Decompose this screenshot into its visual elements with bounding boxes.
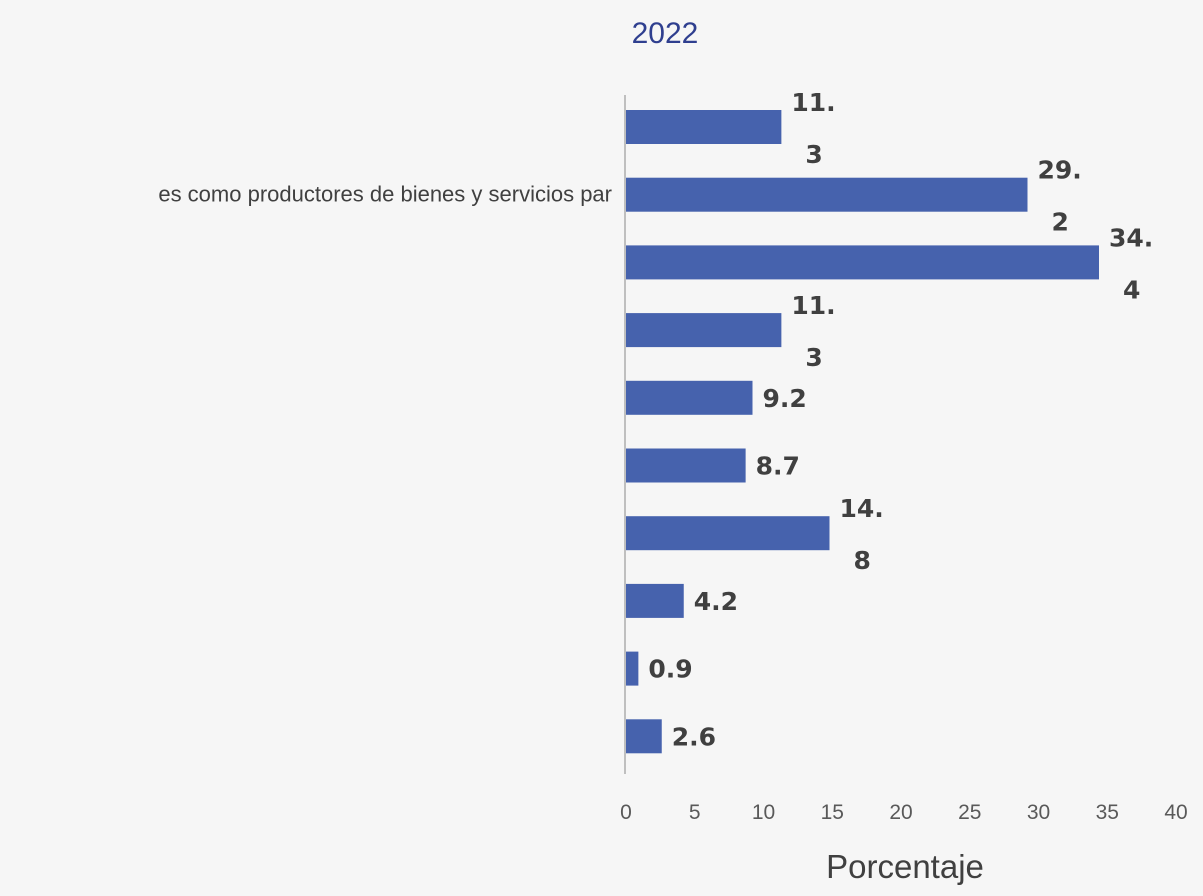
bars-group	[626, 110, 1099, 754]
x-tick-label: 20	[889, 801, 912, 824]
data-label: 34. 4	[1109, 223, 1153, 304]
data-label: 11. 3	[791, 291, 835, 372]
data-label: 29. 2	[1038, 156, 1082, 237]
category-label: es como productores de bienes y servicio…	[158, 182, 612, 207]
x-tick-label: 25	[958, 801, 981, 824]
bar	[626, 177, 1028, 212]
bar	[626, 516, 830, 551]
bar	[626, 583, 684, 618]
bar	[626, 651, 639, 686]
data-label: 9.2	[763, 384, 807, 413]
data-label: 0.9	[648, 655, 692, 684]
x-axis-title: Porcentaje	[826, 848, 984, 885]
chart-title: 2022	[632, 17, 699, 50]
x-tick-label: 10	[752, 801, 775, 824]
data-label: 8.7	[756, 452, 800, 481]
bar	[626, 245, 1099, 280]
x-tick-labels-group: 0 5 10 15 20 25 30 35 40	[620, 801, 1188, 824]
data-label: 4.2	[694, 587, 738, 616]
bar	[626, 380, 753, 415]
category-labels-group: es como productores de bienes y servicio…	[158, 182, 612, 207]
x-tick-label: 5	[689, 801, 701, 824]
bar	[626, 313, 782, 348]
data-label: 2.6	[672, 722, 716, 751]
x-tick-label: 40	[1164, 801, 1187, 824]
bar	[626, 719, 662, 754]
data-labels-group: 11. 3 29. 2 34. 4 11. 3 9.2 8.7 14. 8 4.2 0.9 2.6	[648, 88, 1153, 751]
x-tick-label: 15	[821, 801, 844, 824]
x-tick-label: 30	[1027, 801, 1050, 824]
bar	[626, 448, 746, 483]
x-tick-label: 0	[620, 801, 632, 824]
data-label: 14. 8	[840, 494, 884, 575]
data-label: 11. 3	[791, 88, 835, 169]
bar	[626, 110, 782, 144]
x-tick-label: 35	[1096, 801, 1119, 824]
